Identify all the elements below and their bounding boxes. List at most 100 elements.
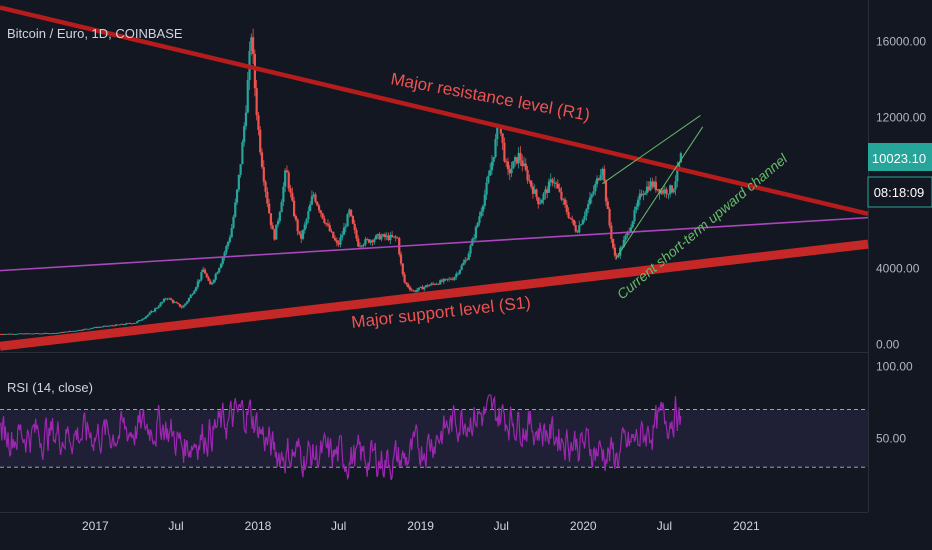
candle xyxy=(203,267,207,274)
candle xyxy=(670,185,674,194)
channel-upper-line[interactable] xyxy=(602,115,701,184)
candle xyxy=(633,206,636,225)
candle xyxy=(193,289,196,295)
candle xyxy=(608,207,611,229)
candle xyxy=(143,317,146,320)
candle xyxy=(52,332,55,334)
candle xyxy=(45,332,48,334)
candle xyxy=(70,331,73,332)
candle xyxy=(319,209,322,217)
candle xyxy=(221,256,224,267)
candle xyxy=(77,329,80,331)
candle xyxy=(232,214,235,229)
candle xyxy=(130,323,133,325)
candle xyxy=(173,300,176,304)
candle xyxy=(551,177,554,187)
candle xyxy=(346,212,349,227)
candle xyxy=(437,283,440,285)
candle xyxy=(257,111,260,136)
candle xyxy=(284,168,287,193)
candle xyxy=(538,197,542,205)
candle xyxy=(371,239,374,247)
candle xyxy=(161,301,164,305)
candle xyxy=(448,276,451,282)
candle xyxy=(442,277,445,285)
candle xyxy=(638,189,641,206)
candle xyxy=(508,165,511,180)
symbol-title: Bitcoin / Euro, 1D, COINBASE xyxy=(7,26,183,41)
candle xyxy=(615,253,618,260)
candle xyxy=(519,146,522,166)
candle xyxy=(292,196,296,218)
candle xyxy=(656,189,659,192)
candle xyxy=(603,165,606,185)
candle xyxy=(112,325,116,327)
candle xyxy=(273,228,276,241)
support-trendline[interactable] xyxy=(0,239,869,351)
rsi-axis-tick: 50.00 xyxy=(876,431,906,445)
candle xyxy=(118,324,121,326)
candle xyxy=(235,189,239,206)
candle xyxy=(243,122,246,147)
candle xyxy=(105,325,109,327)
candle xyxy=(460,263,463,271)
candle xyxy=(91,327,94,329)
candle xyxy=(387,232,390,242)
candle xyxy=(127,323,130,324)
candle xyxy=(649,177,652,192)
candle xyxy=(636,196,640,210)
candle xyxy=(114,324,117,326)
candle xyxy=(22,333,25,335)
candle xyxy=(219,262,223,269)
candle xyxy=(444,278,447,281)
candle xyxy=(214,272,217,283)
candle xyxy=(171,299,174,305)
candle xyxy=(141,318,144,321)
candle xyxy=(234,198,237,218)
candle xyxy=(599,168,602,181)
candle xyxy=(549,173,552,187)
candle xyxy=(663,185,666,198)
candle xyxy=(36,333,39,335)
candle xyxy=(312,191,315,199)
midline-trendline[interactable] xyxy=(0,216,869,272)
candle xyxy=(63,331,66,333)
candle xyxy=(38,333,41,335)
channel-lower-line[interactable] xyxy=(614,126,704,260)
candle xyxy=(307,206,310,223)
candle xyxy=(624,233,627,243)
candle xyxy=(612,238,615,250)
candle xyxy=(540,198,543,204)
candle xyxy=(102,325,105,328)
candle xyxy=(476,221,479,229)
candle xyxy=(255,80,258,121)
candle xyxy=(597,177,600,182)
candle xyxy=(32,333,35,335)
candle xyxy=(209,279,212,285)
candle xyxy=(403,271,406,284)
candle xyxy=(672,188,675,194)
candle xyxy=(378,232,381,240)
resistance-trendline[interactable] xyxy=(0,5,869,217)
candle xyxy=(95,326,98,329)
candle xyxy=(674,175,677,196)
candle xyxy=(68,330,71,333)
candle xyxy=(66,331,69,333)
candle xyxy=(175,301,178,304)
price-axis-tick: 16000.00 xyxy=(876,35,926,49)
countdown-badge: 08:18:09 xyxy=(867,176,932,208)
candle xyxy=(50,333,53,334)
candle xyxy=(524,158,527,172)
candle xyxy=(134,322,137,324)
candle xyxy=(581,218,584,225)
price-axis-tick: 12000.00 xyxy=(876,110,926,124)
candle xyxy=(186,301,189,305)
candle xyxy=(152,310,155,312)
candle xyxy=(579,223,583,226)
candle xyxy=(665,187,668,199)
price-axis-tick: 0.00 xyxy=(876,337,900,351)
candle xyxy=(583,211,586,223)
candle xyxy=(123,323,126,326)
candle xyxy=(587,199,590,213)
